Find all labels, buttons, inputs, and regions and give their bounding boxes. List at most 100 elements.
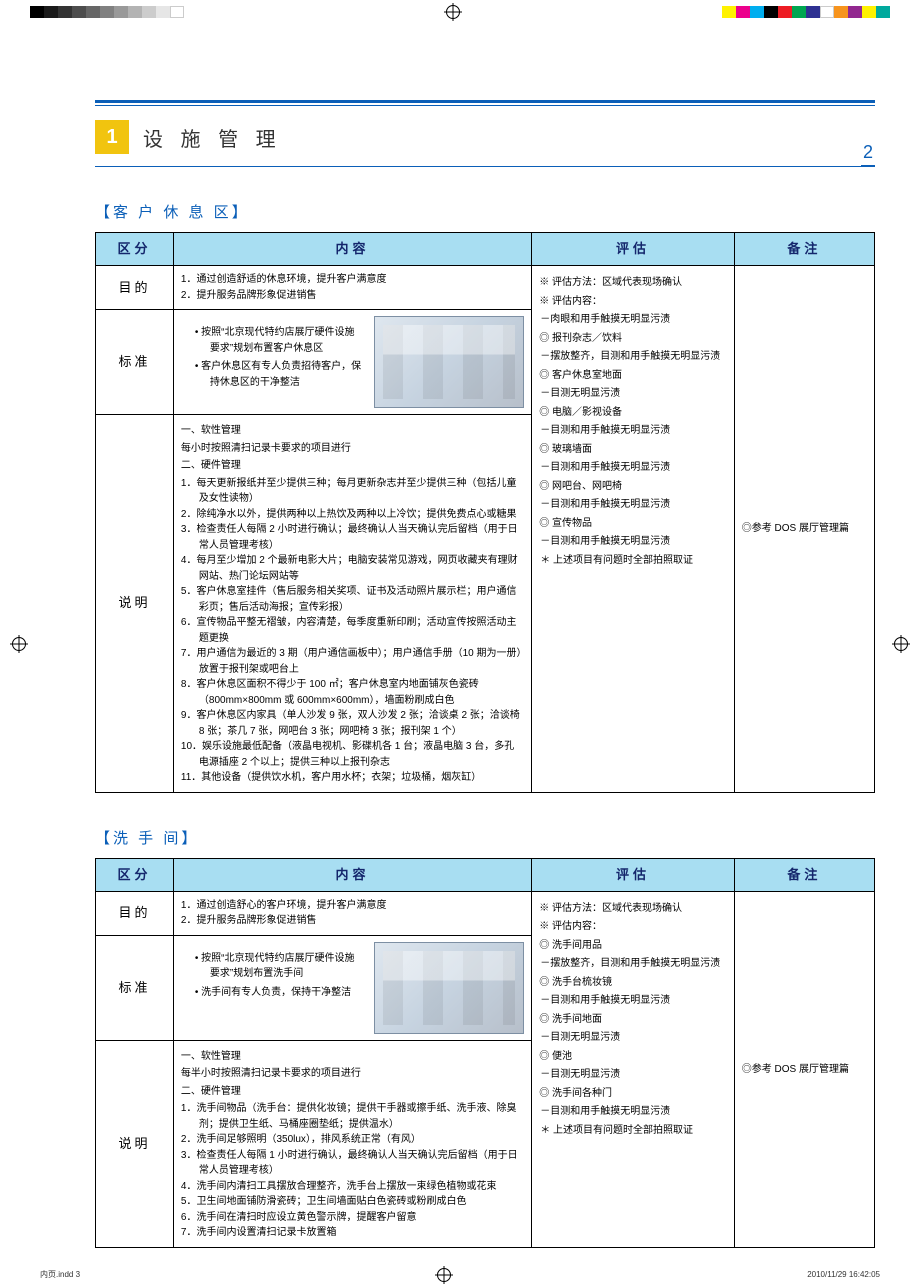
restroom-table: 区分 内容 评估 备注 目的 1．通过创造舒心的客户环境，提升客户满意度2．提升… — [95, 858, 875, 1248]
list-item: 5．客户休息室挂件（售后服务相关奖项、证书及活动照片展示栏；用户通信彩页；售后活… — [181, 584, 524, 615]
standard-cell: 按照“北京现代特约店展厅硬件设施要求”规划布置客户休息区客户休息区有专人负责招待… — [173, 310, 531, 415]
section-title-text: 洗 手 间 — [113, 830, 181, 847]
notes-cell: ◎参考 DOS 展厅管理篇 — [734, 891, 874, 1247]
list-item: 1．每天更新报纸并至少提供三种；每月更新杂志并至少提供三种（包括儿童及女性读物） — [181, 476, 524, 507]
top-print-marks — [0, 0, 920, 24]
col-header: 备注 — [734, 858, 874, 891]
eval-line: －摆放整齐，目测和用手触摸无明显污渍 — [539, 349, 727, 365]
row-label-standard: 标准 — [96, 310, 174, 415]
table-header-row: 区分 内容 评估 备注 — [96, 233, 875, 266]
col-header: 内容 — [173, 858, 531, 891]
registration-mark-icon — [437, 1268, 451, 1282]
page-number: 2 — [861, 142, 875, 167]
table-row: 目的 1．通过创造舒适的休息环境，提升客户满意度2．提升服务品牌形象促进销售 ※… — [96, 266, 875, 310]
list-item: 11．其他设备（提供饮水机，客户用水杯；衣架；垃圾桶，烟灰缸） — [181, 770, 524, 786]
purpose-cell: 1．通过创造舒心的客户环境，提升客户满意度2．提升服务品牌形象促进销售 — [173, 891, 531, 935]
eval-line: ※ 评估方法：区域代表现场确认 — [539, 275, 727, 291]
eval-line: ◎ 网吧台、网吧椅 — [539, 479, 727, 495]
chapter-number-badge: 1 — [95, 120, 129, 154]
footer-filename: 内页.indd 3 — [40, 1269, 80, 1280]
eval-line: ※ 评估内容： — [539, 919, 727, 935]
restroom-photo-icon — [374, 942, 524, 1034]
eval-line: ◎ 电脑／影视设备 — [539, 405, 727, 421]
list-item: 8．客户休息区面积不得少于 100 ㎡；客户休息室内地面铺灰色瓷砖（800mm×… — [181, 677, 524, 708]
col-header: 评估 — [532, 858, 735, 891]
lounge-photo-icon — [374, 316, 524, 408]
eval-line: －目测和用手触摸无明显污渍 — [539, 534, 727, 550]
footer-timestamp: 2010/11/29 16:42:05 — [807, 1270, 880, 1279]
list-item: 按照“北京现代特约店展厅硬件设施要求”规划布置洗手间 — [195, 951, 364, 982]
eval-line: －摆放整齐，目测和用手触摸无明显污渍 — [539, 956, 727, 972]
list-item: 9．客户休息区内家具（单人沙发 9 张，双人沙发 2 张；洽谈桌 2 张；洽谈椅… — [181, 708, 524, 739]
eval-line: ＊ 上述项目有问题时全部拍照取证 — [539, 1123, 727, 1139]
eval-line: ◎ 便池 — [539, 1049, 727, 1065]
eval-line: ※ 评估方法：区域代表现场确认 — [539, 901, 727, 917]
eval-line: ◎ 宣传物品 — [539, 516, 727, 532]
purpose-cell: 1．通过创造舒适的休息环境，提升客户满意度2．提升服务品牌形象促进销售 — [173, 266, 531, 310]
eval-line: ◎ 洗手间地面 — [539, 1012, 727, 1028]
list-item: 客户休息区有专人负责招待客户，保持休息区的干净整洁 — [195, 359, 364, 390]
eval-line: －目测和用手触摸无明显污渍 — [539, 1104, 727, 1120]
row-label-desc: 说明 — [96, 1040, 174, 1247]
gray-calibration-strip — [30, 6, 184, 18]
section-title-text: 客 户 休 息 区 — [113, 204, 232, 221]
list-item: 洗手间有专人负责，保持干净整洁 — [195, 985, 364, 1001]
list-item: 3．检查责任人每隔 1 小时进行确认，最终确认人当天确认完后留档（用于日常人员管… — [181, 1148, 524, 1179]
desc-line: 每小时按照清扫记录卡要求的项目进行 — [181, 441, 524, 457]
desc-heading: 二、硬件管理 — [181, 458, 524, 474]
standard-cell: 按照“北京现代特约店展厅硬件设施要求”规划布置洗手间洗手间有专人负责，保持干净整… — [173, 935, 531, 1040]
eval-line: ◎ 洗手间各种门 — [539, 1086, 727, 1102]
list-item: 4．洗手间内清扫工具摆放合理整齐，洗手台上摆放一束绿色植物或花束 — [181, 1179, 524, 1195]
list-item: 1．洗手间物品（洗手台：提供化妆镜；提供干手器或擦手纸、洗手液、除臭剂；提供卫生… — [181, 1101, 524, 1132]
page-body: 2 1 设 施 管 理 【客 户 休 息 区】 区分 内容 评估 备注 目的 1… — [0, 24, 920, 1288]
list-item: 7．洗手间内设置清扫记录卡放置箱 — [181, 1225, 524, 1241]
eval-line: －肉眼和用手触摸无明显污渍 — [539, 312, 727, 328]
evaluation-cell: ※ 评估方法：区域代表现场确认 ※ 评估内容： －肉眼和用手触摸无明显污渍 ◎ 报刊杂… — [532, 266, 735, 793]
chapter-underline — [95, 166, 875, 167]
list-item: 按照“北京现代特约店展厅硬件设施要求”规划布置客户休息区 — [195, 325, 364, 356]
col-header: 内容 — [173, 233, 531, 266]
section-title-restroom: 【洗 手 间】 — [95, 827, 875, 848]
eval-line: －目测无明显污渍 — [539, 386, 727, 402]
eval-line: －目测和用手触摸无明显污渍 — [539, 460, 727, 476]
list-item: 6．洗手间在清扫时应设立黄色警示牌，提醒客户留意 — [181, 1210, 524, 1226]
row-label-purpose: 目的 — [96, 891, 174, 935]
desc-heading: 二、硬件管理 — [181, 1084, 524, 1100]
eval-line: －目测和用手触摸无明显污渍 — [539, 497, 727, 513]
eval-line: ＊ 上述项目有问题时全部拍照取证 — [539, 553, 727, 569]
col-header: 区分 — [96, 233, 174, 266]
eval-line: ◎ 客户休息室地面 — [539, 368, 727, 384]
eval-line: －目测无明显污渍 — [539, 1067, 727, 1083]
list-item: 1．通过创造舒适的休息环境，提升客户满意度 — [181, 272, 524, 288]
col-header: 备注 — [734, 233, 874, 266]
row-label-purpose: 目的 — [96, 266, 174, 310]
print-footer: 内页.indd 3 2010/11/29 16:42:05 — [40, 1268, 880, 1282]
list-item: 3．检查责任人每隔 2 小时进行确认；最终确认人当天确认完后留档（用于日常人员管… — [181, 522, 524, 553]
eval-line: ◎ 洗手间用品 — [539, 938, 727, 954]
list-item: 1．通过创造舒心的客户环境，提升客户满意度 — [181, 898, 524, 914]
list-item: 2．提升服务品牌形象促进销售 — [181, 913, 524, 929]
evaluation-cell: ※ 评估方法：区域代表现场确认 ※ 评估内容： ◎ 洗手间用品 －摆放整齐，目测和用手… — [532, 891, 735, 1247]
description-cell: 一、软性管理 每小时按照清扫记录卡要求的项目进行 二、硬件管理 1．每天更新报纸… — [173, 415, 531, 793]
desc-line: 每半小时按照清扫记录卡要求的项目进行 — [181, 1066, 524, 1082]
eval-line: －目测和用手触摸无明显污渍 — [539, 423, 727, 439]
chapter-title: 设 施 管 理 — [143, 123, 282, 152]
description-cell: 一、软性管理 每半小时按照清扫记录卡要求的项目进行 二、硬件管理 1．洗手间物品… — [173, 1040, 531, 1247]
row-label-standard: 标准 — [96, 935, 174, 1040]
registration-mark-icon — [446, 5, 460, 19]
top-rule — [95, 100, 875, 106]
list-item: 7．用户通信为最近的 3 期（用户通信画板中）；用户通信手册（10 期为一册）放… — [181, 646, 524, 677]
eval-line: ◎ 玻璃墙面 — [539, 442, 727, 458]
col-header: 区分 — [96, 858, 174, 891]
list-item: 2．提升服务品牌形象促进销售 — [181, 288, 524, 304]
eval-line: ◎ 报刊杂志／饮料 — [539, 331, 727, 347]
eval-line: ◎ 洗手台梳妆镜 — [539, 975, 727, 991]
desc-heading: 一、软性管理 — [181, 1049, 524, 1065]
color-calibration-strip — [722, 6, 890, 18]
eval-line: ※ 评估内容： — [539, 294, 727, 310]
row-label-desc: 说明 — [96, 415, 174, 793]
lounge-table: 区分 内容 评估 备注 目的 1．通过创造舒适的休息环境，提升客户满意度2．提升… — [95, 232, 875, 793]
list-item: 2．除纯净水以外，提供两种以上热饮及两种以上冷饮；提供免费点心或糖果 — [181, 507, 524, 523]
section-title-lounge: 【客 户 休 息 区】 — [95, 201, 875, 222]
table-row: 目的 1．通过创造舒心的客户环境，提升客户满意度2．提升服务品牌形象促进销售 ※… — [96, 891, 875, 935]
